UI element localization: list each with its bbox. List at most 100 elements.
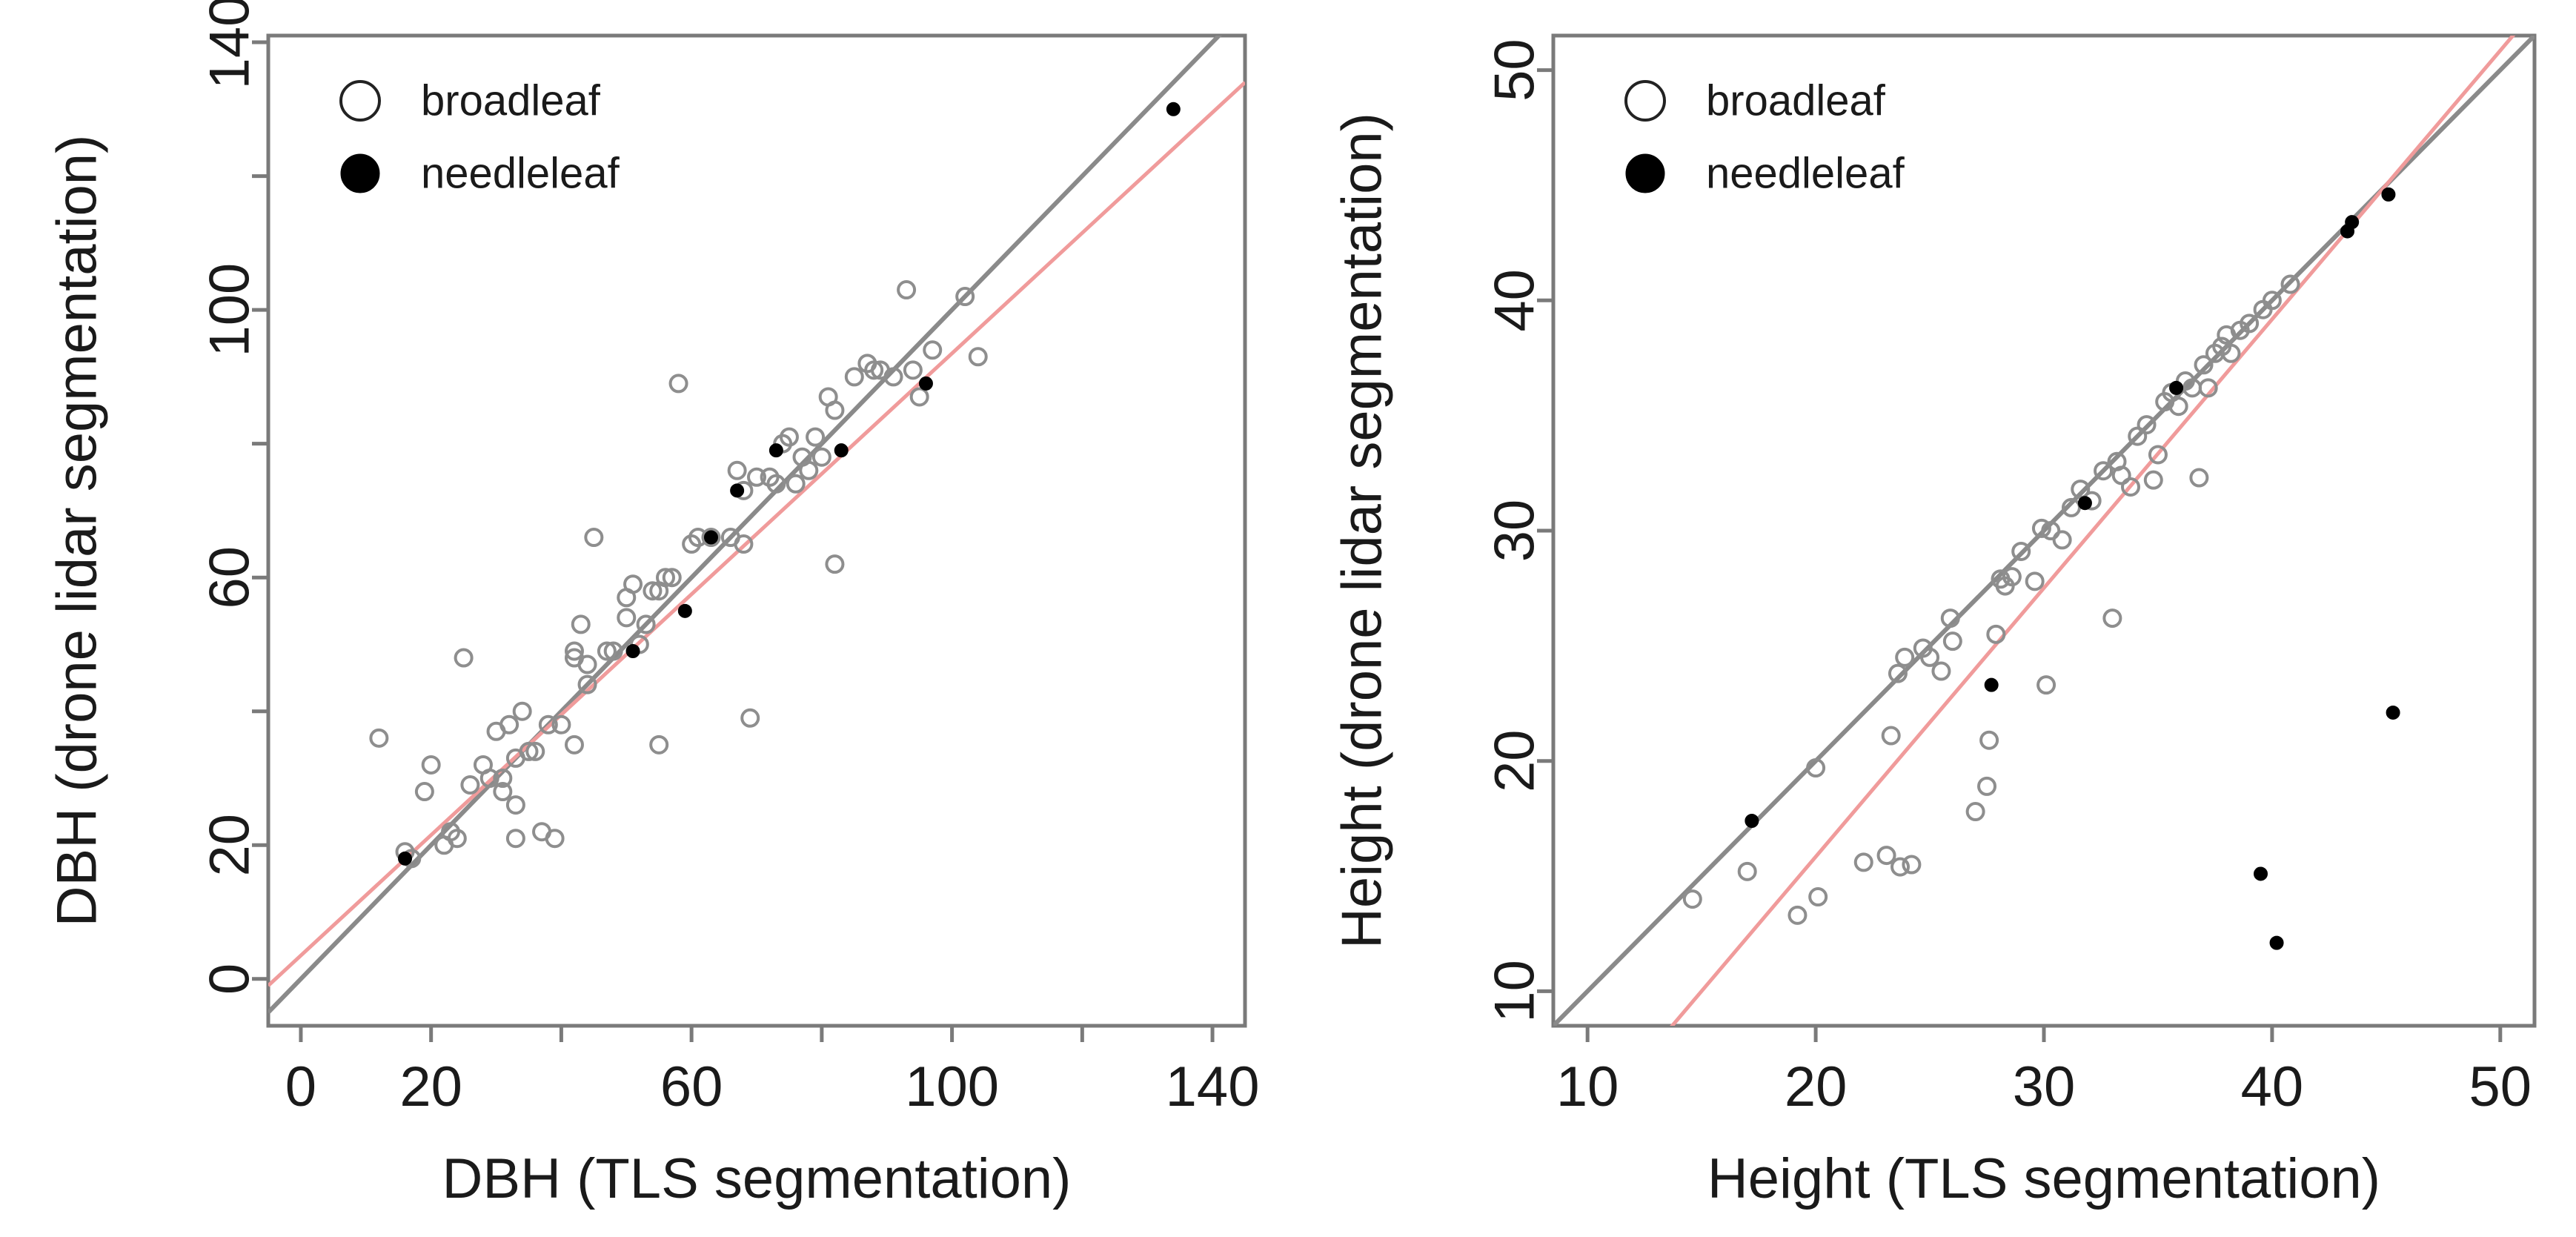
dbh-x-tick-label-140: 140 <box>1166 1055 1260 1118</box>
height-legend-needleleaf-label: needleleaf <box>1706 150 1905 198</box>
dbh-broadleaf-point <box>499 714 519 734</box>
height-y-tick-label-10: 10 <box>1484 960 1547 1023</box>
height-needleleaf-point <box>2345 215 2360 230</box>
dbh-y-tick-label-100: 100 <box>199 263 262 357</box>
height-needleleaf-point <box>2269 935 2284 950</box>
dbh-legend-needleleaf-label: needleleaf <box>421 150 620 198</box>
dbh-broadleaf-point <box>799 460 819 480</box>
height-broadleaf-point <box>2137 415 2157 435</box>
dbh-broadleaf-point <box>623 574 643 594</box>
height-broadleaf-point <box>1876 846 1896 866</box>
dbh-broadleaf-point <box>369 728 389 748</box>
dbh-panel: 0 20 60 100 140 0 20 60 100 140 DBH (TLS segmentat… <box>46 0 1260 1210</box>
height-needleleaf-point <box>1745 813 1759 828</box>
height-broadleaf-point <box>2031 518 2051 538</box>
height-broadleaf-point <box>2240 314 2260 334</box>
height-broadleaf-point <box>2143 470 2163 490</box>
height-broadleaf-point <box>1881 726 1901 746</box>
dbh-broadleaf-point <box>701 528 721 548</box>
dbh-broadleaf-point <box>786 474 806 494</box>
dbh-broadleaf-point <box>617 608 637 628</box>
dbh-broadleaf-point <box>493 769 513 788</box>
dbh-broadleaf-point <box>903 360 923 380</box>
dbh-broadleaf-point <box>454 648 474 668</box>
height-broadleaf-point <box>2262 291 2282 311</box>
height-needleleaf-point <box>2254 866 2268 881</box>
height-broadleaf-point <box>2061 497 2081 517</box>
height-broadleaf-point <box>2168 397 2188 417</box>
height-broadleaf-point <box>1940 608 1960 629</box>
dbh-broadleaf-point <box>519 741 539 761</box>
height-y-tick-label-50: 50 <box>1484 39 1547 102</box>
height-broadleaf-point <box>1737 861 1757 881</box>
dbh-y-tick-label-0: 0 <box>199 964 262 995</box>
dbh-y-tick-label-140: 140 <box>199 0 262 89</box>
dbh-broadleaf-point <box>734 534 754 554</box>
dbh-y-tick-label-20: 20 <box>199 814 262 877</box>
dbh-broadleaf-point <box>909 387 929 407</box>
height-broadleaf-point <box>2041 521 2061 540</box>
dbh-x-axis-title: DBH (TLS segmentation) <box>442 1147 1072 1210</box>
height-x-tick-label-20: 20 <box>1785 1055 1848 1118</box>
dbh-x-tick-label-100: 100 <box>905 1055 999 1118</box>
dbh-broadleaf-point <box>897 280 917 300</box>
height-broadleaf-point <box>1902 855 1922 875</box>
height-broadleaf-point <box>1888 663 1908 683</box>
dbh-broadleaf-point <box>811 447 831 467</box>
dbh-broadleaf-point <box>643 581 663 601</box>
dbh-broadleaf-point <box>538 714 558 734</box>
dbh-broadleaf-point <box>525 741 545 761</box>
dbh-broadleaf-point <box>493 782 513 802</box>
height-legend-needleleaf-marker <box>1625 153 1665 193</box>
dbh-broadleaf-point <box>668 374 688 394</box>
dbh-needleleaf-point <box>398 851 413 866</box>
dbh-x-tick-label-60: 60 <box>660 1055 723 1118</box>
dbh-broadleaf-point <box>636 614 656 634</box>
dbh-x-tick-label-0: 0 <box>285 1055 316 1118</box>
height-broadleaf-point <box>2052 530 2072 550</box>
height-regression-line <box>1670 36 2516 1026</box>
dbh-broadleaf-point <box>883 367 903 387</box>
dbh-needleleaf-point <box>769 443 783 458</box>
dbh-broadleaf-point <box>512 701 532 721</box>
dbh-needleleaf-point <box>834 443 849 458</box>
height-broadleaf-point <box>1979 730 1999 750</box>
dbh-broadleaf-point <box>447 829 467 849</box>
dbh-broadleaf-point <box>603 641 623 661</box>
height-broadleaf-point <box>1890 857 1911 877</box>
height-broadleaf-point <box>2128 426 2148 446</box>
dbh-broadleaf-point <box>747 467 766 487</box>
height-broadleaf-point <box>1931 661 1951 681</box>
dbh-broadleaf-point <box>844 367 864 387</box>
height-needleleaf-point <box>2169 380 2184 395</box>
height-y-axis-title: Height (drone lidar segmentation) <box>1331 113 1394 949</box>
height-x-tick-label-50: 50 <box>2469 1055 2532 1118</box>
dbh-y-axis-title: DBH (drone lidar segmentation) <box>46 135 109 927</box>
height-broadleaf-point <box>1806 758 1826 778</box>
height-broadleaf-point <box>1977 776 1997 796</box>
dbh-legend-broadleaf-marker <box>339 80 381 122</box>
height-legend-broadleaf-marker <box>1624 80 1666 122</box>
dbh-needleleaf-point <box>1166 102 1181 116</box>
dbh-broadleaf-point <box>571 614 591 634</box>
dbh-needleleaf-point <box>730 483 745 498</box>
dbh-plot-frame <box>266 33 1247 1028</box>
height-x-axis-title: Height (TLS segmentation) <box>1707 1147 2380 1210</box>
dbh-broadleaf-point <box>825 554 845 574</box>
height-broadleaf-point <box>2121 477 2141 497</box>
height-broadleaf-point <box>1965 802 1985 822</box>
dbh-regression-line <box>268 81 1245 987</box>
dbh-legend-broadleaf-label: broadleaf <box>421 77 601 125</box>
height-broadleaf-point <box>1808 887 1828 907</box>
dbh-broadleaf-point <box>505 795 525 815</box>
dbh-broadleaf-point <box>577 654 597 674</box>
height-broadleaf-point <box>2111 465 2131 485</box>
dbh-needleleaf-point <box>677 603 692 618</box>
dbh-needleleaf-point <box>918 376 933 391</box>
dbh-needleleaf-point <box>703 530 718 545</box>
dbh-broadleaf-point <box>806 427 826 447</box>
height-y-tick-label-30: 30 <box>1484 500 1547 563</box>
height-broadleaf-point <box>1895 647 1915 667</box>
height-x-tick-label-30: 30 <box>2013 1055 2076 1118</box>
